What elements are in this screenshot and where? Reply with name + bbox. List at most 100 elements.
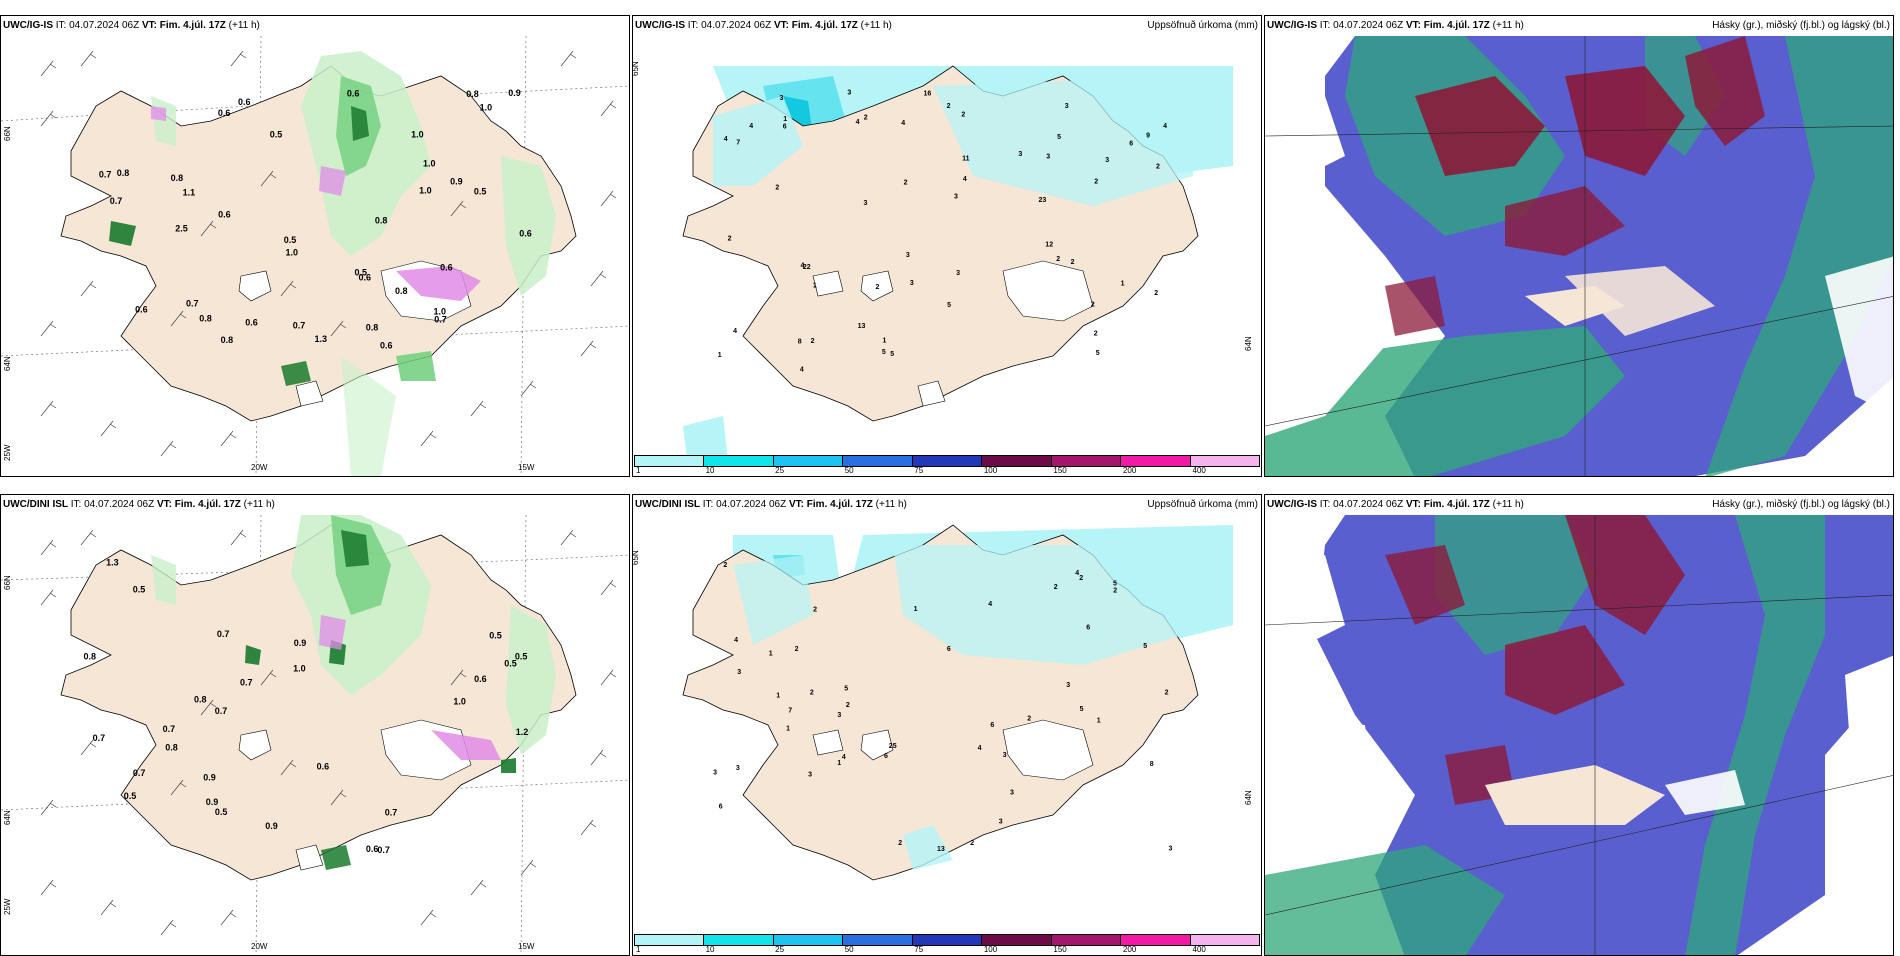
lat-label-65: 65N [632,550,640,565]
precip-value: 2 [947,103,951,110]
precip-map: 2 2 13 4 16 2 23 22 4 1 1 2 7 4 2 11 2 6 4 5 3 2 4 2 3 3 5 2 2 1 3 3 1 2 3… [633,36,1261,476]
panel-header: UWC/IG-IS IT: 04.07.2024 06Z VT: Fim. 4.… [3,18,260,34]
legend-tick-label: 25 [775,466,785,475]
wind-value: 0.5 [124,791,137,801]
wind-barbs [40,529,617,936]
precip-value: 2 [961,112,965,119]
issue-time: IT: 04.07.2024 06Z [70,499,155,510]
wind-value: 0.6 [519,229,532,239]
wind-value: 0.7 [99,170,112,180]
wind-value: 0.8 [395,286,408,296]
lon-label-20: 20W [251,463,268,472]
precip-value: 3 [954,194,958,201]
legend-swatch [912,456,983,466]
precip-value: 5 [1080,706,1084,713]
panel-header: UWC/DINI ISL IT: 04.07.2024 06Z VT: Fim.… [635,497,907,513]
wind-value: 0.9 [206,797,219,807]
wind-value: 0.5 [474,186,487,196]
wind-value: 1.3 [106,558,119,568]
wind-value: 0.9 [450,176,463,186]
wind-value: 0.7 [215,706,228,716]
legend-tick-label: 10 [705,945,715,954]
precip-value: 2 [1154,290,1158,297]
wind-value: 0.7 [163,724,176,734]
wind-value: 0.5 [355,268,368,278]
precip-value: 4 [901,120,905,127]
precip-value: 5 [947,302,951,309]
cloud-map [1265,36,1893,476]
wind-value: 0.9 [294,638,307,648]
lat-label-66: 66N [3,126,12,141]
precip-value: 2 [810,690,814,697]
panel-precip-top: UWC/IG-IS IT: 04.07.2024 06Z VT: Fim. 4.… [632,15,1262,477]
wind-value: 0.7 [133,768,146,778]
model-name: UWC/IG-IS [635,20,685,31]
wind-value: 1.0 [286,247,299,257]
lon-label-25: 25W [3,898,12,915]
wind-value: 0.6 [440,263,453,273]
precip-value: 1 [1121,281,1125,288]
wind-value: 0.5 [215,807,228,817]
precip-value: 16 [924,91,932,98]
precip-value: 3 [1169,845,1173,852]
panel-cloud-top: UWC/IG-IS IT: 04.07.2024 06Z VT: Fim. 4.… [1264,15,1894,477]
legend-swatch [704,456,774,466]
precip-value: 23 [1039,197,1047,204]
issue-time: IT: 04.07.2024 06Z [1319,499,1404,510]
cloud-title: Hásky (gr.), miðský (fj.bl.) og lágský (… [1712,499,1890,510]
wind-value: 0.5 [284,235,297,245]
wind-value: 0.8 [199,314,212,324]
precip-value-labels: 2213416223224112742112645324233522133123… [718,90,1167,374]
wind-value: 0.7 [110,196,123,206]
precip-value: 12 [1045,242,1053,249]
wind-value-labels: 0.80.70.90.80.71.00.90.50.60.70.60.50.70… [84,558,529,855]
legend-tick-label: 1 [636,945,641,954]
wind-value: 0.5 [515,651,528,661]
precip-value: 4 [724,136,728,143]
precip-value: 7 [788,708,792,715]
wind-value: 0.7 [240,677,253,687]
precip-value: 1 [883,338,887,345]
precip-value: 6 [719,803,723,810]
precip-value: 3 [1105,157,1109,164]
legend-swatch [773,456,844,466]
precip-value: 2 [723,562,727,569]
lon-label-15: 15W [518,942,535,951]
wind-value: 1.0 [419,186,432,196]
precip-map-svg: 2213416223224112742112645324233522133123… [682,65,1233,466]
precip-value: 1 [813,282,817,289]
legend-swatch [843,935,913,945]
wind-value: 0.6 [366,844,379,854]
wind-value: 0.8 [171,173,184,183]
panel-header: UWC/IG-IS IT: 04.07.2024 06Z VT: Fim. 4.… [1267,18,1524,34]
wind-map-svg: 0.60.60.70.8 0.90.80.60.61.00.80.60.70.50… [1,36,629,476]
precip-value: 2 [1054,584,1058,591]
valid-time: VT: Fim. 4.júl. 17Z [773,20,858,31]
legend-tick-label: 100 [983,945,998,954]
precip-value: 3 [837,712,841,719]
precip-value: 3 [956,270,960,277]
valid-time: VT: Fim. 4.júl. 17Z [1405,20,1490,31]
precip-value: 2 [1094,179,1098,186]
wind-value: 1.0 [293,664,306,674]
precip-value: 13 [937,846,945,853]
panel-precip-bottom: UWC/DINI ISL IT: 04.07.2024 06Z VT: Fim.… [632,494,1262,956]
lat-label-66: 66N [3,575,12,590]
legend-tick-label: 50 [844,945,854,954]
lead-time: (+11 h) [875,499,907,510]
panel-header: UWC/IG-IS IT: 04.07.2024 06Z VT: Fim. 4.… [1267,497,1524,513]
legend-tick-label: 200 [1122,945,1137,954]
lead-time: (+11 h) [860,20,892,31]
wind-value: 0.8 [84,651,97,661]
legend-tick-label: 200 [1122,466,1137,475]
model-name: UWC/IG-IS [3,20,53,31]
wind-value: 0.7 [385,807,398,817]
precip-map: 2 5 13 2 3 25 2 3 4 1 2 6 3 2 6 8 5 2 6 4 3 4 3 2 4 5 1 2 3 2 3 1 2 7 4 6 3 6… [633,515,1261,955]
panel-header: UWC/DINI ISL IT: 04.07.2024 06Z VT: Fim.… [3,497,275,513]
legend-swatch [1190,935,1259,945]
wind-value: 0.6 [317,761,330,771]
precip-value: 2 [811,338,815,345]
wind-value: 0.7 [93,733,106,743]
legend-tick-label: 1 [636,466,641,475]
